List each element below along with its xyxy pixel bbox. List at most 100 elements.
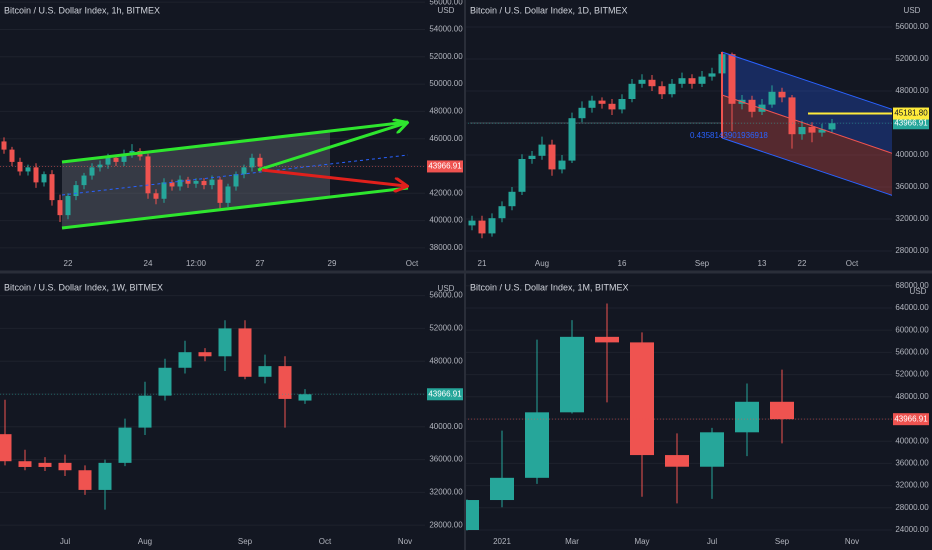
candle-body (648, 79, 656, 87)
level-label: 45181.80 (894, 109, 928, 118)
candle-body (735, 401, 759, 433)
y-tick-label: 56000.00 (895, 22, 929, 31)
candle-body (238, 328, 252, 377)
candle-body (490, 477, 514, 501)
candle-body (508, 191, 516, 207)
candle-body (595, 336, 619, 343)
axis-unit: USD (904, 6, 921, 15)
candle-body (588, 100, 596, 108)
panel-1d (465, 51, 892, 239)
y-tick-label: 54000.00 (429, 25, 463, 34)
chart-title: Bitcoin / U.S. Dollar Index, 1D, BITMEX (470, 5, 628, 15)
candle-body (249, 157, 255, 168)
candle-body (630, 342, 654, 456)
y-tick-label: 36000.00 (895, 459, 929, 468)
candle-body (608, 103, 616, 110)
candle-body (598, 100, 606, 104)
y-tick-label: 46000.00 (429, 134, 463, 143)
x-tick-label: 29 (328, 259, 337, 268)
axis-unit: USD (438, 6, 455, 15)
candle-body (808, 127, 816, 133)
candle-body (538, 144, 546, 156)
y-tick-label: 50000.00 (429, 79, 463, 88)
candle-body (788, 97, 796, 135)
regression-upper (722, 52, 892, 154)
y-tick-label: 68000.00 (895, 281, 929, 290)
regression-lower (722, 95, 892, 196)
candle-body (158, 367, 172, 396)
y-tick-label: 48000.00 (429, 356, 463, 365)
candle-body (688, 78, 696, 84)
candle-body (41, 174, 47, 183)
y-tick-label: 52000.00 (895, 54, 929, 63)
y-tick-label: 56000.00 (895, 347, 929, 356)
candle-body (257, 157, 263, 167)
candle-body (828, 123, 836, 130)
y-tick-label: 28000.00 (895, 246, 929, 255)
candle-body (58, 462, 72, 471)
candle-body (258, 366, 272, 377)
y-tick-label: 42000.00 (429, 188, 463, 197)
y-tick-label: 36000.00 (895, 182, 929, 191)
x-tick-label: 12:00 (186, 259, 207, 268)
annotation: 0.4358143901936918 (690, 131, 768, 140)
candle-body (38, 462, 52, 467)
x-tick-label: Jul (707, 537, 717, 546)
y-tick-label: 64000.00 (895, 303, 929, 312)
axis-unit: USD (438, 284, 455, 293)
x-tick-label: Oct (406, 259, 419, 268)
candle-body (768, 91, 776, 105)
last-price-label: 43966.91 (428, 389, 462, 398)
candle-body (818, 129, 826, 133)
candle-body (209, 179, 215, 186)
candle-body (578, 107, 586, 119)
candle-body (217, 179, 223, 203)
candle-body (169, 182, 175, 187)
candle-body (488, 218, 496, 234)
candle-body (9, 149, 15, 162)
candle-body (1, 141, 7, 150)
y-tick-label: 32000.00 (895, 481, 929, 490)
y-tick-label: 24000.00 (895, 525, 929, 534)
candle-body (525, 412, 549, 478)
x-tick-label: 2021 (493, 537, 511, 546)
x-tick-label: Nov (845, 537, 859, 546)
candle-body (241, 167, 247, 175)
candle-body (728, 54, 736, 104)
down-arrow (261, 168, 406, 186)
x-tick-label: 22 (64, 259, 73, 268)
candle-body (65, 196, 71, 216)
up-arrow (257, 123, 406, 172)
candle-body (658, 86, 666, 95)
candle-body (178, 352, 192, 368)
candle-body (548, 144, 556, 170)
candle-body (145, 156, 151, 194)
regression-line (721, 137, 892, 196)
x-tick-label: Sep (775, 537, 790, 546)
y-tick-label: 28000.00 (895, 503, 929, 512)
candle-body (528, 155, 536, 159)
y-tick-label: 60000.00 (895, 325, 929, 334)
y-tick-label: 40000.00 (429, 216, 463, 225)
candle-body (201, 181, 207, 186)
x-tick-label: 21 (478, 259, 487, 268)
candle-body (708, 73, 716, 77)
candle-body (113, 157, 119, 162)
x-tick-label: Oct (846, 259, 859, 268)
candle-body (665, 455, 689, 467)
candle-body (97, 164, 103, 168)
level-tag (893, 107, 929, 120)
chart-title: Bitcoin / U.S. Dollar Index, 1W, BITMEX (4, 282, 163, 292)
candle-body (33, 167, 39, 183)
y-tick-label: 36000.00 (429, 455, 463, 464)
candle-body (698, 76, 706, 84)
y-tick-label: 40000.00 (895, 436, 929, 445)
candle-body (770, 401, 794, 420)
channel-top (61, 120, 409, 164)
candle-body (798, 127, 806, 135)
y-tick-label: 40000.00 (429, 422, 463, 431)
last-price-tag (893, 413, 929, 426)
candle-body (89, 167, 95, 176)
y-tick-label: 32000.00 (429, 487, 463, 496)
